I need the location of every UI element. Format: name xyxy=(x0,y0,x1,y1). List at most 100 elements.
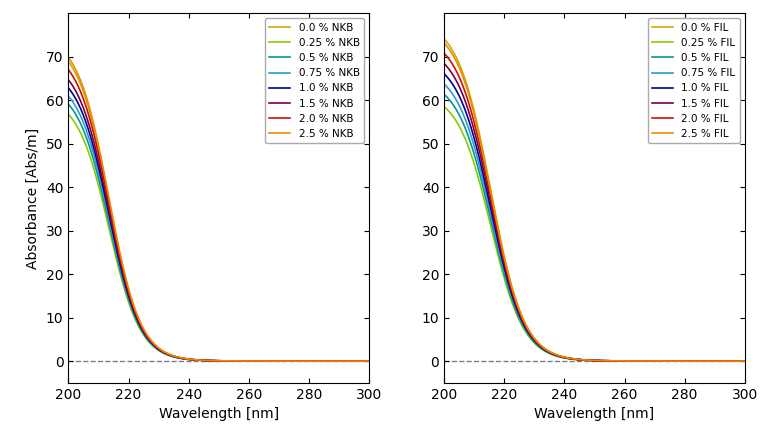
0.5 % NKB xyxy=(357,359,366,364)
Line: 0.75 % NKB: 0.75 % NKB xyxy=(68,96,369,361)
2.5 % NKB xyxy=(207,358,216,363)
0.0 % FIL xyxy=(439,37,448,42)
0.25 % NKB xyxy=(208,358,217,363)
2.0 % NKB xyxy=(226,358,236,363)
2.0 % FIL xyxy=(602,358,611,363)
1.0 % FIL xyxy=(584,358,594,363)
0.75 % NKB xyxy=(242,358,252,363)
1.0 % FIL xyxy=(686,359,695,364)
Line: 1.5 % FIL: 1.5 % FIL xyxy=(444,63,745,361)
0.5 % FIL xyxy=(582,358,591,363)
2.5 % FIL xyxy=(733,359,742,364)
1.0 % FIL xyxy=(439,71,448,77)
2.5 % FIL xyxy=(602,358,611,363)
1.0 % FIL xyxy=(733,359,742,364)
0.75 % FIL xyxy=(439,81,448,87)
1.5 % FIL xyxy=(602,358,611,363)
2.0 % FIL xyxy=(584,358,594,363)
0.0 % FIL xyxy=(619,358,628,363)
0.5 % NKB xyxy=(208,358,217,363)
0.5 % NKB xyxy=(310,359,319,364)
2.5 % FIL xyxy=(439,40,448,46)
0.25 % FIL xyxy=(602,358,611,363)
0.5 % FIL xyxy=(602,358,611,363)
0.75 % FIL xyxy=(733,359,742,364)
2.5 % FIL xyxy=(686,359,695,364)
2.0 % FIL xyxy=(619,358,628,363)
1.0 % NKB xyxy=(208,358,217,363)
0.25 % NKB xyxy=(357,359,366,364)
1.5 % FIL xyxy=(686,359,695,364)
1.5 % FIL xyxy=(582,357,591,363)
Line: 0.0 % FIL: 0.0 % FIL xyxy=(444,39,745,361)
0.5 % FIL xyxy=(740,359,749,364)
Line: 1.0 % FIL: 1.0 % FIL xyxy=(444,74,745,361)
0.25 % FIL xyxy=(686,359,695,364)
0.0 % FIL xyxy=(582,357,591,363)
1.0 % FIL xyxy=(602,358,611,363)
2.0 % NKB xyxy=(208,358,217,363)
2.0 % FIL xyxy=(439,51,448,56)
0.0 % FIL xyxy=(584,358,594,363)
Legend: 0.0 % NKB, 0.25 % NKB, 0.5 % NKB, 0.75 % NKB, 1.0 % NKB, 1.5 % NKB, 2.0 % NKB, 2: 0.0 % NKB, 0.25 % NKB, 0.5 % NKB, 0.75 %… xyxy=(265,18,364,143)
0.0 % FIL xyxy=(686,359,695,364)
0.75 % NKB xyxy=(207,358,216,363)
Line: 0.25 % FIL: 0.25 % FIL xyxy=(444,106,745,361)
0.75 % NKB xyxy=(208,358,217,363)
Line: 1.0 % NKB: 1.0 % NKB xyxy=(68,88,369,361)
Line: 0.75 % FIL: 0.75 % FIL xyxy=(444,84,745,361)
1.5 % FIL xyxy=(740,359,749,364)
0.25 % FIL xyxy=(619,358,628,363)
0.0 % FIL xyxy=(602,358,611,363)
0.0 % NKB xyxy=(310,359,319,364)
0.75 % NKB xyxy=(357,359,366,364)
0.75 % FIL xyxy=(602,358,611,363)
1.5 % FIL xyxy=(619,358,628,363)
0.25 % FIL xyxy=(582,358,591,363)
0.75 % FIL xyxy=(582,358,591,363)
1.5 % NKB xyxy=(310,359,319,364)
1.5 % NKB xyxy=(226,358,236,363)
2.5 % NKB xyxy=(208,358,217,363)
0.25 % NKB xyxy=(226,358,236,363)
2.5 % FIL xyxy=(584,358,594,363)
Line: 1.5 % NKB: 1.5 % NKB xyxy=(68,80,369,361)
1.5 % NKB xyxy=(365,359,374,364)
0.25 % FIL xyxy=(740,359,749,364)
Y-axis label: Absorbance [Abs/m]: Absorbance [Abs/m] xyxy=(27,128,40,268)
0.5 % NKB xyxy=(64,102,73,107)
0.75 % FIL xyxy=(740,359,749,364)
Legend: 0.0 % FIL, 0.25 % FIL, 0.5 % FIL, 0.75 % FIL, 1.0 % FIL, 1.5 % FIL, 2.0 % FIL, 2: 0.0 % FIL, 0.25 % FIL, 0.5 % FIL, 0.75 %… xyxy=(648,18,739,143)
2.5 % FIL xyxy=(740,359,749,364)
2.5 % NKB xyxy=(357,359,366,364)
0.0 % FIL xyxy=(733,359,742,364)
2.0 % FIL xyxy=(582,357,591,363)
1.5 % FIL xyxy=(584,358,594,363)
1.0 % NKB xyxy=(226,358,236,363)
2.5 % NKB xyxy=(310,359,319,364)
2.5 % NKB xyxy=(365,359,374,364)
0.0 % NKB xyxy=(207,358,216,363)
0.75 % FIL xyxy=(686,359,695,364)
1.0 % FIL xyxy=(740,359,749,364)
2.0 % NKB xyxy=(310,359,319,364)
0.0 % FIL xyxy=(740,359,749,364)
0.25 % NKB xyxy=(365,359,374,364)
0.5 % NKB xyxy=(242,358,252,363)
0.75 % NKB xyxy=(226,358,236,363)
2.0 % NKB xyxy=(357,359,366,364)
0.75 % FIL xyxy=(584,358,594,363)
1.0 % FIL xyxy=(582,358,591,363)
0.75 % NKB xyxy=(310,359,319,364)
Line: 2.5 % NKB: 2.5 % NKB xyxy=(68,58,369,361)
2.0 % NKB xyxy=(207,358,216,363)
2.0 % NKB xyxy=(242,358,252,363)
1.5 % NKB xyxy=(207,358,216,363)
2.5 % NKB xyxy=(226,358,236,363)
2.0 % FIL xyxy=(686,359,695,364)
Line: 0.5 % FIL: 0.5 % FIL xyxy=(444,94,745,361)
0.0 % NKB xyxy=(357,359,366,364)
1.5 % NKB xyxy=(208,358,217,363)
Line: 2.0 % NKB: 2.0 % NKB xyxy=(68,70,369,361)
0.5 % NKB xyxy=(226,358,236,363)
